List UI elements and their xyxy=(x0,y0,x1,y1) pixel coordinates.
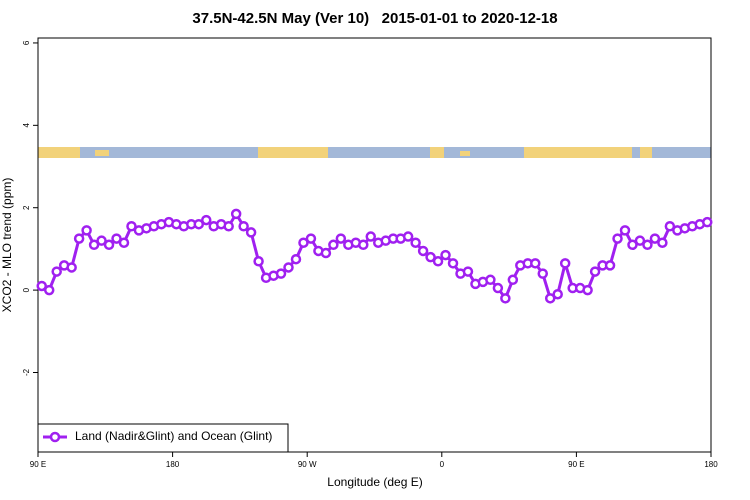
point xyxy=(649,233,661,244)
point xyxy=(544,293,556,304)
map-strip xyxy=(38,147,711,158)
x-tick-label: 180 xyxy=(166,460,180,469)
point xyxy=(604,260,616,271)
point xyxy=(492,282,504,294)
point xyxy=(81,225,92,236)
x-tick-label: 90 E xyxy=(568,460,584,469)
legend-marker xyxy=(49,431,61,443)
point xyxy=(440,249,451,261)
point xyxy=(559,258,571,269)
x-axis-label: Longitude (deg E) xyxy=(327,475,422,489)
legend-label: Land (Nadir&Glint) and Ocean (Glint) xyxy=(75,429,272,443)
point xyxy=(283,262,294,273)
point xyxy=(111,233,122,244)
point xyxy=(36,280,47,292)
y-tick-label: 0 xyxy=(22,287,31,292)
point xyxy=(507,274,519,286)
y-tick-label: -2 xyxy=(22,368,31,376)
point xyxy=(201,214,212,226)
y-tick-label: 2 xyxy=(22,205,31,210)
point xyxy=(634,235,646,246)
y-axis-label: XCO2 - MLO trend (ppm) xyxy=(0,178,14,313)
x-tick-label: 0 xyxy=(440,460,445,469)
point xyxy=(358,239,369,251)
point xyxy=(530,258,541,269)
x-tick-label: 90 W xyxy=(298,460,317,469)
point xyxy=(73,233,85,244)
x-tick-label: 180 xyxy=(704,460,718,469)
point xyxy=(537,268,548,279)
point xyxy=(245,227,257,238)
point xyxy=(402,231,414,242)
point xyxy=(642,239,653,251)
point xyxy=(223,221,234,232)
point xyxy=(365,231,377,242)
point xyxy=(612,233,623,244)
point xyxy=(589,266,601,277)
point xyxy=(485,274,496,286)
x-tick-label: 90 E xyxy=(30,460,46,469)
point xyxy=(51,266,62,277)
point xyxy=(193,218,205,230)
point xyxy=(96,235,107,246)
y-tick-label: 4 xyxy=(22,123,31,128)
point xyxy=(425,251,436,263)
point xyxy=(627,239,638,251)
point xyxy=(88,239,100,251)
point xyxy=(275,268,287,279)
legend: Land (Nadir&Glint) and Ocean (Glint) xyxy=(37,423,289,453)
point xyxy=(298,237,309,248)
chart-title: 37.5N-42.5N May (Ver 10) 2015-01-01 to 2… xyxy=(192,10,557,27)
point xyxy=(432,256,444,267)
point xyxy=(500,293,511,304)
point xyxy=(126,221,137,232)
point xyxy=(335,233,347,244)
point xyxy=(552,288,563,300)
point xyxy=(657,237,668,248)
point xyxy=(462,266,474,277)
point xyxy=(410,237,421,248)
point xyxy=(290,253,302,265)
plot-frame xyxy=(37,37,712,453)
point xyxy=(447,258,459,269)
point xyxy=(320,247,332,259)
point xyxy=(118,237,130,248)
point xyxy=(43,284,55,296)
point xyxy=(417,245,429,257)
legend-box xyxy=(37,423,289,453)
y-tick-label: 6 xyxy=(22,40,31,45)
point xyxy=(328,239,339,251)
point xyxy=(253,256,264,267)
point xyxy=(582,284,593,296)
point xyxy=(238,221,249,232)
point xyxy=(103,239,115,251)
point xyxy=(305,233,317,244)
point xyxy=(702,216,713,228)
point xyxy=(619,225,631,236)
point xyxy=(66,262,77,273)
point xyxy=(230,208,242,220)
point xyxy=(664,221,676,232)
